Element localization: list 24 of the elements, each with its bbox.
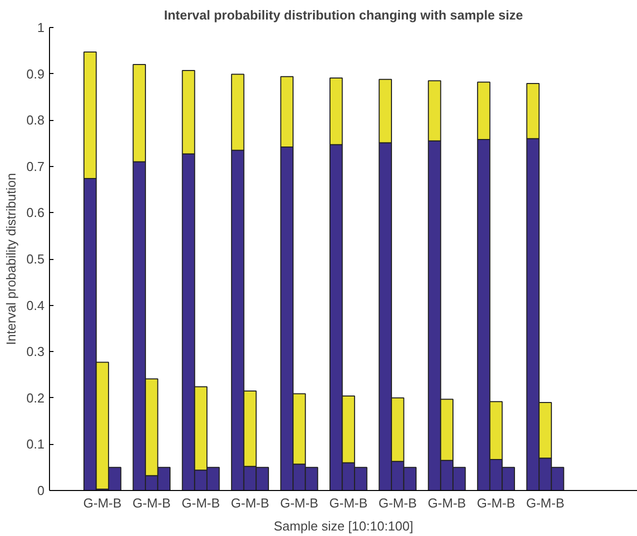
x-tick-label: G-M-B (132, 496, 171, 510)
x-tick-label: G-M-B (329, 496, 368, 510)
x-tick-label: G-M-B (476, 496, 516, 510)
x-tick-label: G-M-B (526, 496, 564, 510)
y-tick-label: 0.9 (26, 66, 45, 82)
y-tick-label: 0.4 (26, 298, 45, 313)
y-tick-label: 0 (37, 483, 45, 498)
y-tick-label: 0.7 (26, 158, 45, 174)
y-tick-label: 0.5 (26, 252, 45, 266)
x-axis-title: Sample size [10:10:100] (274, 518, 414, 534)
x-tick-label: G-M-B (182, 496, 220, 510)
y-tick-label: 0.3 (26, 344, 45, 360)
x-tick-label: G-M-B (378, 496, 417, 510)
chart-title: Interval probability distribution changing with sample size (164, 8, 524, 22)
y-tick-label: 0.6 (26, 205, 45, 220)
y-tick-label: 0.1 (26, 436, 45, 452)
x-tick-label: G-M-B (83, 496, 122, 510)
x-tick-label: G-M-B (230, 496, 270, 510)
y-tick-label: 0.8 (26, 112, 45, 128)
y-tick-label: 0.2 (26, 390, 45, 406)
x-tick-label: G-M-B (428, 496, 466, 510)
y-tick-label: 1 (37, 20, 45, 35)
x-tick-label: G-M-B (280, 496, 318, 510)
y-axis-title: Interval probability distribution (3, 173, 18, 345)
